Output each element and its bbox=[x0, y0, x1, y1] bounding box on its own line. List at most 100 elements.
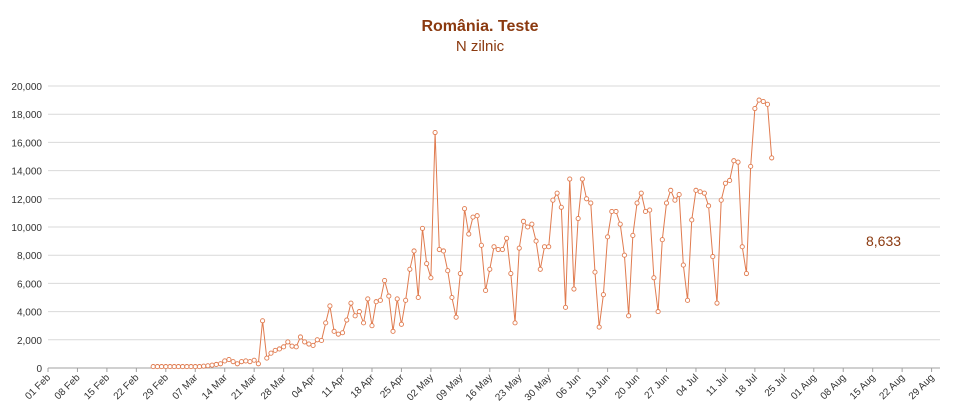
data-point bbox=[663, 200, 670, 206]
data-point bbox=[209, 362, 215, 368]
data-point bbox=[327, 303, 333, 309]
data-point bbox=[630, 232, 636, 239]
data-point bbox=[276, 346, 282, 352]
data-point bbox=[415, 294, 421, 301]
data-point bbox=[474, 213, 480, 219]
x-tick-label: 29 Aug bbox=[907, 372, 937, 402]
data-point bbox=[638, 190, 644, 196]
data-point bbox=[226, 356, 232, 363]
data-point bbox=[466, 231, 472, 237]
x-tick-label: 02 May bbox=[405, 372, 436, 403]
data-point bbox=[251, 357, 257, 363]
data-point bbox=[213, 361, 219, 368]
data-point bbox=[470, 214, 476, 220]
data-point bbox=[655, 309, 661, 315]
data-point bbox=[289, 343, 295, 349]
data-point bbox=[626, 313, 632, 319]
x-tick-label: 18 Jul bbox=[733, 372, 760, 399]
y-tick-label: 18,000 bbox=[11, 110, 42, 121]
data-point bbox=[600, 292, 606, 298]
chart-title: România. Teste bbox=[421, 18, 539, 35]
data-point bbox=[201, 363, 207, 369]
data-point bbox=[739, 244, 745, 250]
x-tick-label: 22 Feb bbox=[112, 372, 142, 402]
x-tick-label: 15 Feb bbox=[82, 372, 112, 402]
data-point bbox=[373, 299, 379, 305]
data-point bbox=[710, 254, 716, 260]
data-point bbox=[403, 297, 409, 303]
data-point bbox=[192, 364, 198, 370]
data-point bbox=[562, 304, 569, 310]
data-point bbox=[483, 287, 489, 294]
data-point bbox=[255, 361, 261, 367]
data-point bbox=[171, 364, 177, 370]
data-point bbox=[735, 159, 741, 165]
data-point bbox=[512, 320, 518, 326]
x-tick-label: 28 Mar bbox=[259, 372, 289, 402]
data-point bbox=[697, 189, 703, 195]
data-point bbox=[264, 355, 270, 361]
data-point bbox=[508, 270, 514, 277]
x-tick-label: 29 Feb bbox=[141, 372, 171, 402]
data-point bbox=[621, 252, 627, 258]
data-point bbox=[764, 101, 771, 107]
data-point bbox=[605, 234, 611, 240]
annotation-value: 8,633 bbox=[866, 233, 902, 249]
data-point bbox=[731, 158, 737, 164]
data-point bbox=[238, 359, 245, 365]
data-point bbox=[727, 177, 733, 184]
data-point bbox=[525, 224, 531, 230]
data-point bbox=[382, 278, 388, 284]
data-point bbox=[487, 266, 493, 272]
data-point bbox=[386, 293, 392, 299]
data-point bbox=[504, 235, 510, 241]
data-point bbox=[760, 98, 766, 105]
data-point bbox=[718, 197, 724, 203]
data-point bbox=[344, 317, 350, 323]
data-point bbox=[323, 320, 329, 326]
data-point bbox=[196, 364, 203, 370]
data-point bbox=[647, 207, 653, 213]
data-point bbox=[428, 275, 434, 281]
x-tick-label: 08 Feb bbox=[53, 372, 83, 402]
data-point bbox=[411, 248, 417, 254]
data-point bbox=[348, 300, 354, 306]
data-point bbox=[205, 363, 211, 369]
data-point bbox=[558, 204, 564, 210]
data-point bbox=[541, 244, 548, 250]
data-point bbox=[642, 208, 649, 215]
chart-subtitle: N zilnic bbox=[455, 38, 505, 55]
data-point bbox=[268, 350, 274, 356]
data-point bbox=[722, 180, 728, 186]
y-tick-label: 14,000 bbox=[11, 167, 42, 178]
data-point bbox=[285, 339, 291, 345]
data-point bbox=[361, 320, 367, 326]
data-point bbox=[150, 364, 156, 370]
y-tick-label: 2,000 bbox=[17, 336, 42, 347]
data-point bbox=[243, 358, 249, 364]
x-tick-label: 09 May bbox=[434, 372, 465, 403]
data-point bbox=[222, 358, 228, 364]
x-tick-label: 21 Mar bbox=[230, 372, 260, 402]
data-point bbox=[449, 294, 455, 301]
data-point bbox=[260, 318, 266, 324]
data-point bbox=[352, 313, 358, 319]
data-point bbox=[436, 247, 442, 253]
data-point bbox=[529, 221, 535, 227]
data-point bbox=[188, 364, 194, 370]
data-point bbox=[331, 328, 337, 334]
data-point bbox=[693, 187, 699, 193]
x-tick-label: 22 Aug bbox=[877, 372, 907, 402]
data-point bbox=[701, 190, 707, 196]
data-point bbox=[769, 155, 775, 161]
data-point bbox=[752, 106, 758, 112]
data-point bbox=[407, 266, 413, 272]
x-tick-label: 08 Aug bbox=[819, 372, 849, 402]
x-tick-label: 30 May bbox=[523, 372, 554, 403]
data-point bbox=[579, 176, 585, 182]
data-point bbox=[217, 361, 224, 367]
data-point bbox=[684, 297, 691, 303]
data-point bbox=[247, 359, 253, 365]
x-tick-label: 14 Mar bbox=[200, 372, 230, 402]
data-point bbox=[293, 344, 299, 350]
